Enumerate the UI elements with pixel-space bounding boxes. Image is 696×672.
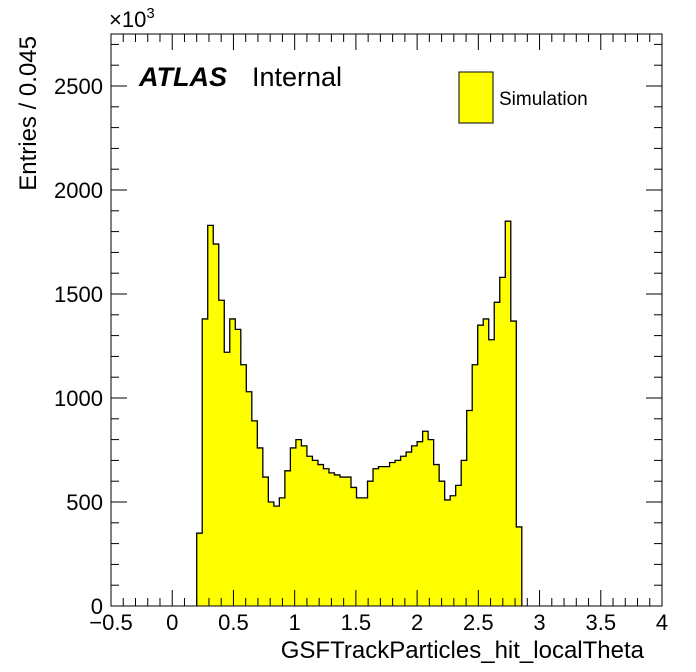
y-axis-multiplier: ×103	[109, 5, 155, 32]
histogram-bin	[279, 497, 286, 606]
histogram-bin	[505, 221, 512, 606]
histogram-bin	[246, 391, 253, 606]
histogram-bin	[516, 526, 523, 606]
histogram-bin	[356, 497, 363, 606]
x-tick-label: 1.5	[341, 610, 372, 635]
histogram-bin	[362, 497, 368, 606]
histogram-bin	[284, 470, 291, 606]
histogram-bin	[411, 445, 418, 606]
y-tick-label: 2500	[54, 74, 103, 99]
histogram-outline	[196, 220, 523, 606]
x-tick-label: 1	[289, 610, 301, 635]
histogram-bin	[422, 431, 429, 606]
histogram-bin	[339, 477, 346, 606]
histogram-bin	[290, 447, 297, 606]
histogram-bin	[400, 456, 407, 606]
legend-swatch	[458, 71, 494, 124]
histogram-bin	[378, 466, 385, 606]
histogram-bin	[466, 410, 473, 606]
histogram-bin	[317, 464, 324, 606]
histogram-bin	[295, 439, 302, 606]
x-tick-label: 3	[533, 610, 545, 635]
histogram-bin	[328, 472, 335, 606]
histogram-bin	[301, 445, 308, 606]
histogram-bin	[196, 533, 203, 606]
x-tick-label: 0	[166, 610, 178, 635]
histogram-bin	[273, 506, 280, 606]
histogram-bin	[439, 481, 446, 606]
histogram-bin	[240, 364, 247, 606]
histogram-bin	[367, 481, 374, 606]
x-tick-label: 0.5	[218, 610, 249, 635]
histogram-bin	[488, 339, 495, 606]
histogram-bin	[483, 318, 490, 606]
histogram-bin	[218, 300, 225, 606]
histogram-bin	[229, 318, 236, 606]
x-axis-title: GSFTrackParticles_hit_localTheta	[281, 637, 645, 664]
histogram-bin	[428, 439, 435, 606]
histogram-bin	[334, 474, 341, 606]
x-tick-labels: −0.5 0 0.5 1 1.5 2 2.5 3 3.5 4	[89, 610, 668, 635]
histogram-bin	[499, 277, 506, 606]
histogram-bin	[477, 325, 484, 606]
x-tick-label: −0.5	[89, 610, 132, 635]
histogram-bin	[510, 321, 517, 606]
histogram-bin	[472, 364, 479, 606]
histogram-bin	[461, 460, 468, 606]
histogram-bin	[224, 352, 231, 606]
histogram-bin	[395, 460, 401, 606]
histogram-bin	[213, 244, 220, 606]
y-axis-title: Entries / 0.045	[15, 36, 42, 191]
histogram-bin	[389, 462, 396, 606]
x-tick-label: 2	[411, 610, 423, 635]
histogram-bin	[251, 420, 258, 606]
x-tick-label: 4	[656, 610, 668, 635]
histogram-bin	[207, 225, 214, 607]
atlas-label: ATLAS	[138, 62, 227, 92]
histogram-bin	[406, 452, 413, 606]
x-tick-label: 2.5	[463, 610, 494, 635]
histogram-bars	[196, 221, 523, 607]
histogram-bin	[235, 329, 242, 606]
legend-label: Simulation	[499, 89, 588, 110]
histogram-bin	[345, 477, 352, 606]
y-tick-label: 2000	[54, 178, 103, 203]
histogram-bin	[312, 460, 319, 606]
histogram-bin	[455, 485, 462, 606]
histogram-bin	[257, 447, 264, 606]
histogram-bin	[494, 302, 501, 606]
histogram-bin	[444, 499, 451, 606]
y-tick-label: 1500	[54, 282, 103, 307]
histogram-bin	[202, 318, 209, 606]
histogram-bin	[373, 468, 379, 606]
y-tick-label: 1000	[54, 386, 103, 411]
histogram-bin	[350, 487, 357, 606]
y-tick-label: 0	[91, 594, 103, 619]
histogram-bin	[417, 441, 424, 606]
y-tick-label: 500	[66, 490, 103, 515]
y-tick-labels: 0 500 1000 1500 2000 2500	[54, 74, 103, 619]
histogram-bin	[306, 456, 313, 606]
histogram-bin	[433, 464, 440, 606]
internal-label: Internal	[252, 62, 342, 92]
histogram-bin	[262, 477, 269, 606]
histogram-bin	[450, 495, 457, 606]
histogram-bin	[323, 468, 330, 606]
histogram-bin	[384, 466, 390, 606]
plot-frame	[110, 33, 663, 607]
x-tick-label: 3.5	[585, 610, 616, 635]
axis-ticks	[110, 34, 663, 607]
histogram-bin	[268, 502, 275, 606]
